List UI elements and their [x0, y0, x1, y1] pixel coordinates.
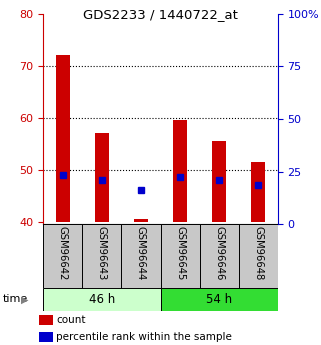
Text: GSM96645: GSM96645: [175, 226, 185, 280]
Bar: [134, 219, 148, 221]
Bar: [160, 288, 278, 310]
Bar: [239, 224, 278, 288]
Text: GSM96644: GSM96644: [136, 226, 146, 280]
Text: 54 h: 54 h: [206, 293, 232, 306]
Text: GSM96643: GSM96643: [97, 226, 107, 280]
Bar: [200, 224, 239, 288]
Bar: [251, 162, 265, 221]
Text: time: time: [3, 294, 29, 304]
Bar: [212, 141, 226, 221]
Text: GSM96646: GSM96646: [214, 226, 224, 280]
Text: GDS2233 / 1440722_at: GDS2233 / 1440722_at: [83, 8, 238, 21]
Bar: [39, 315, 53, 325]
Text: GSM96648: GSM96648: [253, 226, 263, 280]
Bar: [95, 133, 109, 221]
Bar: [121, 224, 160, 288]
Bar: [82, 224, 121, 288]
Text: ▶: ▶: [21, 294, 28, 304]
Bar: [160, 224, 200, 288]
Bar: [173, 120, 187, 221]
Text: count: count: [56, 315, 86, 325]
Bar: [56, 55, 70, 221]
Bar: [43, 224, 82, 288]
Bar: [43, 288, 160, 310]
Text: percentile rank within the sample: percentile rank within the sample: [56, 332, 232, 342]
Bar: [39, 332, 53, 342]
Text: GSM96642: GSM96642: [58, 226, 68, 280]
Text: 46 h: 46 h: [89, 293, 115, 306]
